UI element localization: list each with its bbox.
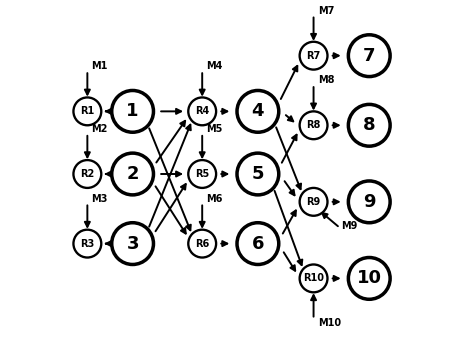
- Circle shape: [73, 230, 101, 258]
- Text: R8: R8: [306, 120, 321, 130]
- Text: 4: 4: [252, 102, 264, 120]
- Text: R9: R9: [306, 197, 321, 207]
- Circle shape: [348, 35, 390, 77]
- Circle shape: [300, 111, 328, 139]
- Text: M7: M7: [318, 6, 334, 16]
- Circle shape: [237, 153, 279, 195]
- Text: M10: M10: [318, 318, 341, 329]
- Text: M9: M9: [341, 221, 357, 231]
- Text: 5: 5: [252, 165, 264, 183]
- Circle shape: [237, 90, 279, 132]
- Text: R5: R5: [195, 169, 210, 179]
- Text: M4: M4: [206, 61, 223, 71]
- Circle shape: [112, 153, 154, 195]
- Circle shape: [112, 90, 154, 132]
- Text: 1: 1: [127, 102, 139, 120]
- Text: 3: 3: [127, 235, 139, 253]
- Circle shape: [300, 42, 328, 70]
- Text: R6: R6: [195, 239, 210, 248]
- Text: 8: 8: [363, 116, 375, 134]
- Circle shape: [73, 160, 101, 188]
- Text: R1: R1: [80, 106, 94, 116]
- Text: 2: 2: [127, 165, 139, 183]
- Text: M8: M8: [318, 75, 334, 85]
- Circle shape: [188, 230, 216, 258]
- Text: 9: 9: [363, 193, 375, 211]
- Text: M5: M5: [206, 124, 223, 134]
- Text: R3: R3: [80, 239, 94, 248]
- Text: R4: R4: [195, 106, 210, 116]
- Text: M2: M2: [91, 124, 108, 134]
- Text: R7: R7: [306, 51, 321, 61]
- Circle shape: [188, 160, 216, 188]
- Circle shape: [348, 181, 390, 223]
- Text: M3: M3: [91, 193, 108, 204]
- Circle shape: [300, 264, 328, 292]
- Text: 10: 10: [357, 269, 382, 287]
- Text: 6: 6: [252, 235, 264, 253]
- Text: 7: 7: [363, 47, 375, 65]
- Text: R2: R2: [80, 169, 94, 179]
- Text: M6: M6: [206, 193, 223, 204]
- Circle shape: [237, 223, 279, 264]
- Text: R10: R10: [303, 274, 324, 283]
- Circle shape: [348, 104, 390, 146]
- Circle shape: [300, 188, 328, 216]
- Circle shape: [188, 97, 216, 125]
- Text: M1: M1: [91, 61, 108, 71]
- Circle shape: [73, 97, 101, 125]
- Circle shape: [348, 258, 390, 299]
- Circle shape: [112, 223, 154, 264]
